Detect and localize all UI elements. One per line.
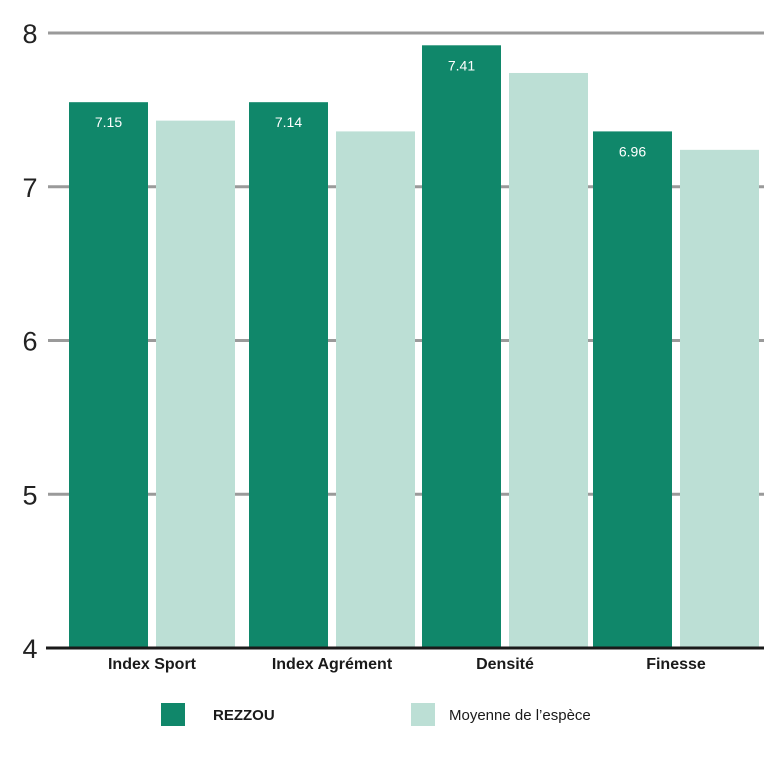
bar-species-average — [336, 131, 415, 648]
bar-species-average — [680, 149, 759, 648]
x-category-label: Index Sport — [108, 656, 197, 673]
x-category-label: Densité — [476, 656, 534, 673]
bar-value-label: 6.96 — [619, 143, 646, 159]
y-tick-label: 4 — [22, 634, 37, 664]
bar-species-average — [509, 72, 588, 649]
y-tick-label: 5 — [22, 480, 37, 510]
bars — [69, 45, 759, 649]
bar-species-average — [156, 120, 235, 648]
legend-swatch-species-average — [411, 703, 435, 726]
bar-value-label: 7.14 — [275, 114, 302, 130]
x-axis-categories: Index Sport Index Agrément Densité Finesse — [108, 656, 706, 673]
bar-rezzou — [69, 102, 148, 648]
legend-label: Moyenne de l’espèce — [449, 707, 591, 724]
bar-rezzou — [593, 131, 672, 648]
y-tick-label: 8 — [22, 19, 37, 49]
bar-rezzou — [249, 102, 328, 648]
x-category-label: Index Agrément — [272, 656, 393, 673]
data-labels: 7.15 7.14 7.41 6.96 — [95, 57, 646, 159]
legend-swatch-rezzou — [161, 703, 185, 726]
legend-label: REZZOU — [213, 707, 275, 724]
legend: REZZOU Moyenne de l’espèce — [161, 703, 591, 726]
bar-value-label: 7.41 — [448, 57, 475, 73]
y-axis-ticks: 4 5 6 7 8 — [22, 19, 37, 664]
bar-rezzou — [422, 45, 501, 649]
y-tick-label: 6 — [22, 327, 37, 357]
x-category-label: Finesse — [646, 656, 706, 673]
bar-value-label: 7.15 — [95, 114, 122, 130]
y-tick-label: 7 — [22, 173, 37, 203]
